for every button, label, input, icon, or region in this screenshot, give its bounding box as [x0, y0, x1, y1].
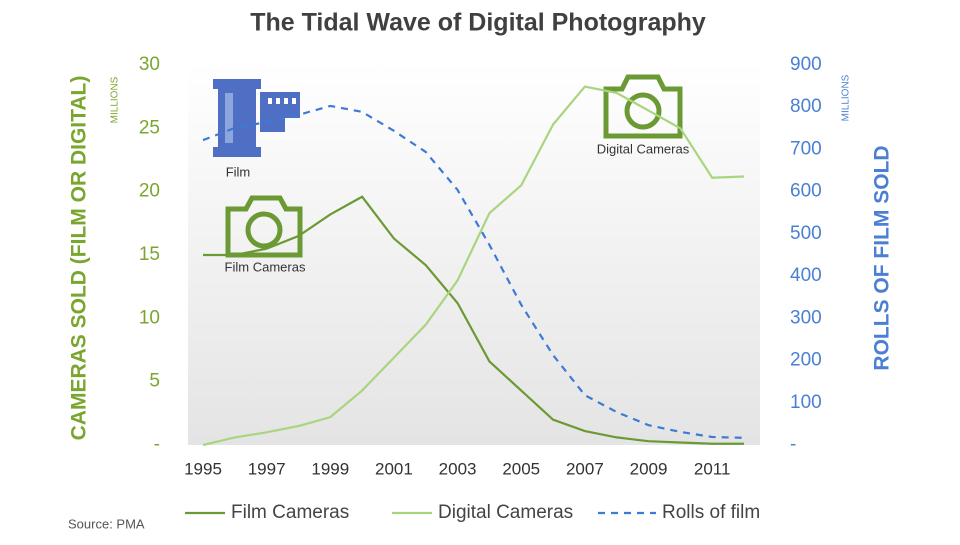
- y-tick-label: 10: [139, 307, 160, 328]
- source-note: Source: PMA: [68, 516, 145, 531]
- y2-tick-label: 700: [790, 138, 822, 159]
- x-tick-label: 2005: [502, 459, 540, 478]
- y2-tick-label: 200: [790, 350, 822, 371]
- y-tick-label: -: [154, 434, 160, 455]
- y-tick-label: 5: [149, 371, 160, 392]
- film-icon: [213, 79, 300, 157]
- y-tick-label: 15: [139, 244, 160, 265]
- series-line: [202, 85, 745, 447]
- y-tick-label: 25: [139, 117, 160, 138]
- y-tick-label: 20: [139, 181, 160, 202]
- y-tick-label: 30: [139, 54, 160, 75]
- x-tick-label: 1999: [311, 459, 349, 478]
- y2-unit: MILLIONS: [841, 74, 852, 121]
- y-axis-label: CAMERAS SOLD (FILM OR DIGITAL): [68, 76, 91, 441]
- y2-tick-label: 400: [790, 265, 822, 286]
- digital-camera-icon: [603, 74, 683, 139]
- series-line: [203, 195, 744, 445]
- legend-label: Rolls of film: [662, 502, 760, 523]
- y2-tick-label: 900: [790, 54, 822, 75]
- film-camera-icon: [225, 195, 303, 258]
- x-tick-label: 2007: [566, 459, 604, 478]
- y2-tick-label: 100: [790, 392, 822, 413]
- x-tick-label: 1997: [248, 459, 286, 478]
- y2-tick-label: -: [790, 434, 796, 455]
- y2-tick-label: 800: [790, 96, 822, 117]
- y2-tick-label: 600: [790, 181, 822, 202]
- annotation: Digital Cameras: [597, 141, 690, 156]
- x-tick-label: 2009: [630, 459, 668, 478]
- legend-label: Film Cameras: [231, 502, 349, 523]
- x-tick-label: 2001: [375, 459, 413, 478]
- x-tick-label: 2003: [439, 459, 477, 478]
- legend-label: Digital Cameras: [438, 502, 573, 523]
- y2-tick-label: 300: [790, 307, 822, 328]
- x-tick-label: 2011: [694, 459, 731, 478]
- y2-axis-label: ROLLS OF FILM SOLD: [871, 145, 894, 370]
- y2-tick-label: 500: [790, 223, 822, 244]
- y-unit: MILLIONS: [110, 76, 121, 123]
- series-line: [202, 104, 745, 439]
- chart-title: The Tidal Wave of Digital Photography: [250, 9, 706, 37]
- annotation: Film: [226, 164, 251, 179]
- x-tick-label: 1995: [184, 459, 222, 478]
- annotation: Film Cameras: [225, 259, 306, 274]
